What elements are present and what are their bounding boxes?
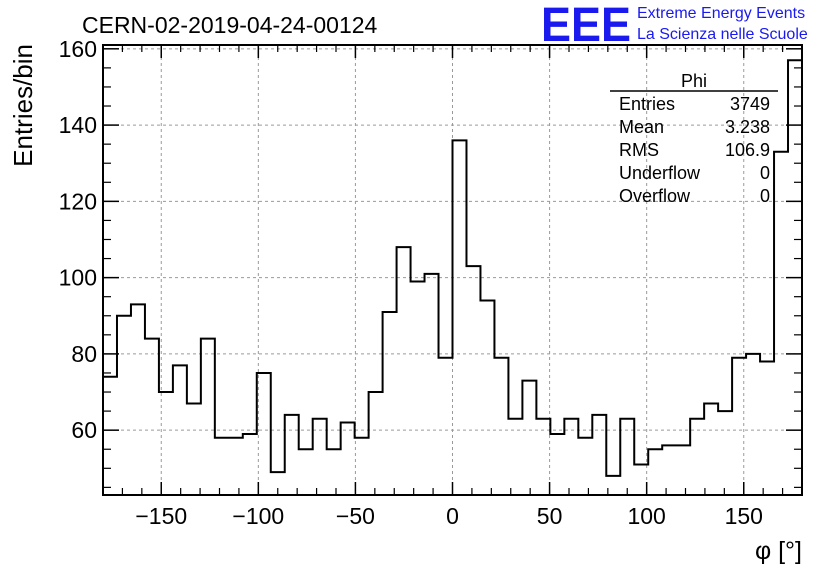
- stats-box: Phi Entries 3749 Mean 3.238 RMS 106.9 Un…: [610, 71, 778, 206]
- x-tick-label: −50: [336, 503, 375, 529]
- histogram-bin: [788, 60, 802, 495]
- x-tick-label: 150: [725, 503, 763, 529]
- chart-title: CERN-02-2019-04-24-00124: [82, 12, 378, 38]
- histogram-bin: [676, 445, 690, 495]
- y-axis-label: Entries/bin: [8, 44, 38, 167]
- axis-ticks: [103, 45, 802, 495]
- stats-label-overflow: Overflow: [619, 186, 691, 206]
- histogram-bin: [299, 449, 313, 495]
- stats-value-rms: 106.9: [725, 140, 770, 160]
- histogram-bin: [634, 464, 648, 495]
- histogram-bin: [704, 403, 718, 495]
- tick-labels: −150 −100 −50 0 50 100 150 60 80 100 120 140 160: [59, 36, 763, 529]
- histogram-bin: [732, 358, 746, 495]
- histogram-bin: [355, 438, 369, 495]
- y-tick-label: 160: [59, 36, 97, 62]
- histogram-bin: [620, 419, 634, 495]
- histogram-bin: [159, 392, 173, 495]
- histogram-bin: [397, 247, 411, 495]
- histogram-bin: [480, 301, 494, 495]
- x-axis-label: φ [°]: [755, 537, 802, 565]
- histogram-bin: [285, 415, 299, 495]
- histogram-bin: [425, 274, 439, 495]
- histogram-bin: [131, 304, 145, 495]
- histogram-bin: [648, 449, 662, 495]
- eee-logo: EEE Extreme Energy Events La Scienza nel…: [541, 0, 808, 52]
- y-tick-label: 100: [59, 265, 97, 291]
- histogram-bin: [606, 476, 620, 495]
- y-tick-label: 80: [71, 341, 97, 367]
- histogram-bin: [494, 358, 508, 495]
- histogram-bin: [215, 438, 229, 495]
- histogram-bin: [550, 434, 564, 495]
- x-tick-label: −100: [232, 503, 284, 529]
- histogram-bin: [229, 438, 243, 495]
- histogram-bin: [201, 339, 215, 495]
- stats-value-entries: 3749: [730, 94, 770, 114]
- histogram-bin: [411, 281, 425, 495]
- histogram-bin: [187, 403, 201, 495]
- eee-logo-line1: Extreme Energy Events: [637, 5, 805, 22]
- histogram-bin: [173, 365, 187, 495]
- histogram-series-line: [102, 59, 803, 495]
- histogram-bin: [760, 362, 774, 495]
- histogram-bin: [466, 266, 480, 495]
- stats-value-overflow: 0: [760, 186, 770, 206]
- histogram-bin: [145, 339, 159, 495]
- stats-label-underflow: Underflow: [619, 163, 701, 183]
- histogram-bin: [690, 419, 704, 495]
- histogram-bin: [257, 373, 271, 495]
- histogram-bin: [117, 316, 131, 495]
- histogram-bin: [103, 377, 117, 495]
- histogram-bin: [453, 140, 467, 495]
- x-tick-label: 50: [537, 503, 563, 529]
- stats-box-title: Phi: [681, 71, 707, 91]
- stats-label-entries: Entries: [619, 94, 675, 114]
- stats-label-rms: RMS: [619, 140, 659, 160]
- histogram-bin: [746, 354, 760, 495]
- histogram-bin: [313, 419, 327, 495]
- stats-value-mean: 3.238: [725, 117, 770, 137]
- histogram-bin: [439, 358, 453, 495]
- histogram-bin: [536, 419, 550, 495]
- y-tick-label: 60: [71, 417, 97, 443]
- eee-logo-line2: La Scienza nelle Scuole: [637, 26, 808, 43]
- histogram-bin: [243, 434, 257, 495]
- stats-value-underflow: 0: [760, 163, 770, 183]
- x-tick-label: −150: [135, 503, 187, 529]
- y-tick-label: 120: [59, 188, 97, 214]
- histogram-bin: [662, 445, 676, 495]
- histogram-bin: [592, 415, 606, 495]
- histogram-bin: [578, 438, 592, 495]
- x-tick-label: 100: [627, 503, 665, 529]
- x-tick-label: 0: [446, 503, 459, 529]
- histogram-bin: [271, 472, 285, 495]
- histogram-bin: [508, 419, 522, 495]
- histogram-bin: [341, 423, 355, 495]
- y-tick-label: 140: [59, 112, 97, 138]
- histogram-bin: [327, 449, 341, 495]
- stats-label-mean: Mean: [619, 117, 664, 137]
- eee-logo-mark: EEE: [541, 0, 631, 52]
- histogram-bin: [522, 381, 536, 495]
- histogram-bin: [369, 392, 383, 495]
- histogram-bin: [718, 411, 732, 495]
- histogram-bin: [564, 419, 578, 495]
- histogram-bin: [383, 312, 397, 495]
- histogram-bin: [774, 152, 788, 495]
